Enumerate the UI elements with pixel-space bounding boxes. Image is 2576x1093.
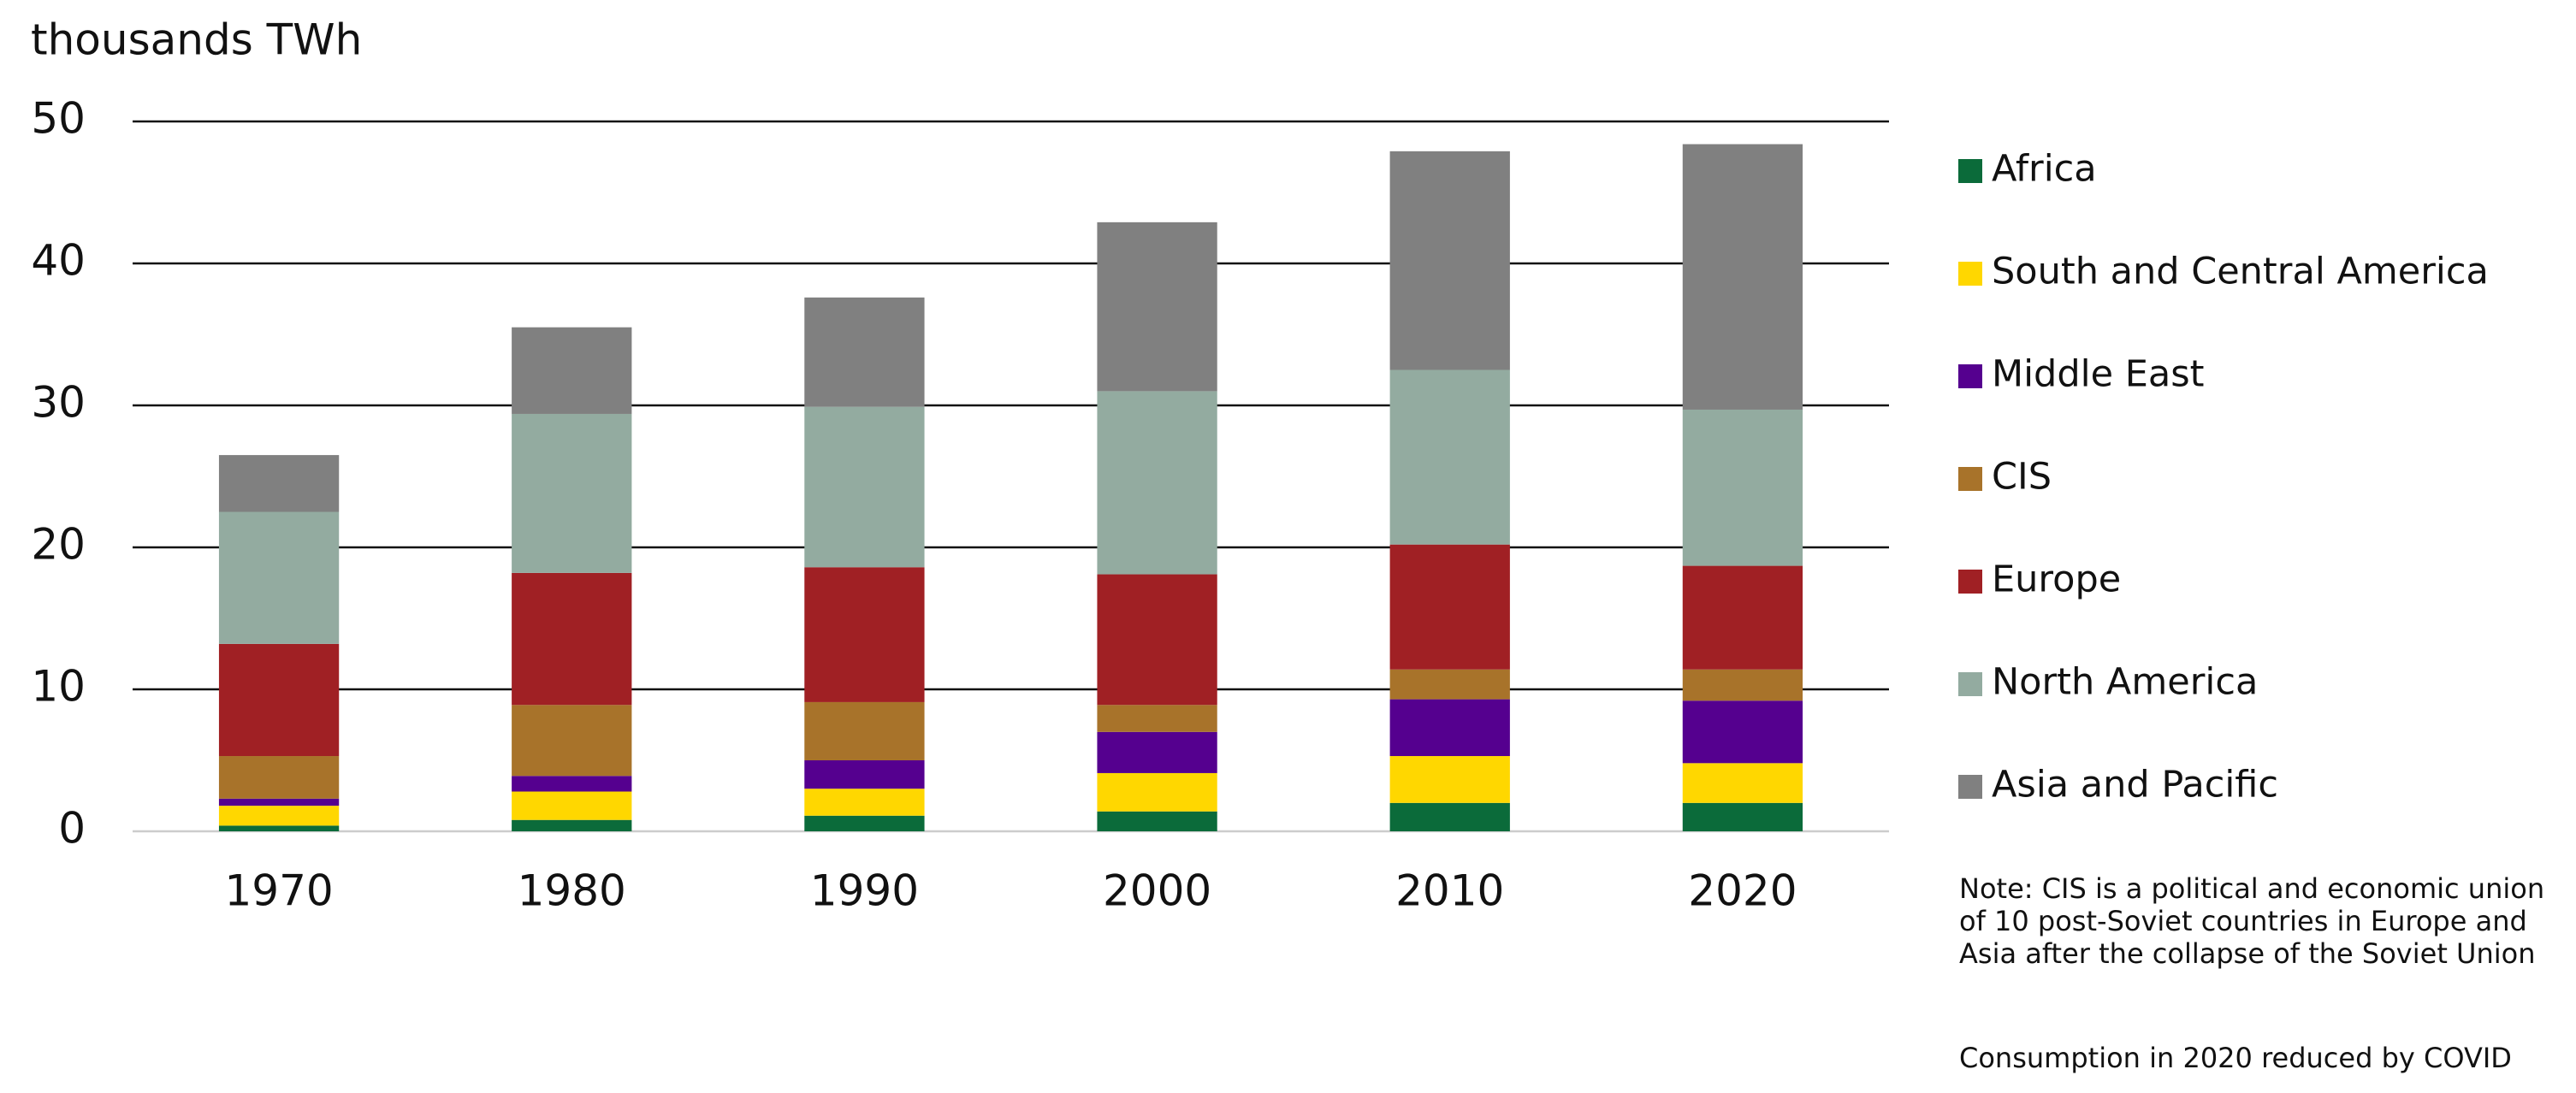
- x-tick-label: 1990: [810, 866, 919, 916]
- bar-segment: [1389, 369, 1510, 545]
- bar-segment: [1097, 222, 1217, 392]
- bar-segment: [1682, 802, 1803, 831]
- bar-segment: [512, 819, 632, 831]
- legend-label: Middle East: [1992, 353, 2205, 396]
- legend-label: North America: [1992, 661, 2258, 704]
- x-tick-label: 2010: [1395, 866, 1504, 916]
- y-axis-label: thousands TWh: [31, 15, 362, 65]
- x-tick-label: 2020: [1688, 866, 1797, 916]
- bar-segment: [1389, 544, 1510, 670]
- y-tick-label: 0: [58, 804, 86, 854]
- bar-segment: [512, 776, 632, 792]
- bar-segment: [1682, 700, 1803, 764]
- bar-segment: [1682, 763, 1803, 803]
- bar-segment: [218, 455, 340, 512]
- bar-segment: [804, 406, 925, 568]
- bar-segment: [218, 798, 340, 806]
- bar-segment: [218, 643, 340, 757]
- bar-segment: [218, 825, 340, 831]
- bar-segment: [1682, 144, 1803, 410]
- legend-swatch: [1958, 364, 1982, 388]
- legend-swatch: [1958, 672, 1982, 696]
- y-tick-label: 50: [31, 94, 86, 144]
- bar-segment: [1389, 756, 1510, 803]
- legend-swatch: [1958, 570, 1982, 594]
- y-tick-label: 20: [31, 520, 86, 570]
- bar-segment: [1682, 565, 1803, 670]
- x-tick-label: 1970: [224, 866, 333, 916]
- bar-segment: [512, 572, 632, 706]
- bar-segment: [1097, 731, 1217, 773]
- bar-segment: [1097, 391, 1217, 575]
- bar-segment: [512, 705, 632, 777]
- bar-segment: [1097, 574, 1217, 706]
- bar-segment: [804, 789, 925, 816]
- bar-segment: [512, 413, 632, 573]
- bar-segment: [1097, 772, 1217, 812]
- x-tick-label: 2000: [1103, 866, 1211, 916]
- bar-segment: [804, 567, 925, 702]
- bar-segment: [804, 815, 925, 831]
- y-tick-label: 40: [31, 236, 86, 286]
- bar-segment: [218, 511, 340, 644]
- bar-segment: [218, 806, 340, 826]
- legend-swatch: [1958, 467, 1982, 491]
- bar-segment: [512, 791, 632, 820]
- legend-label: CIS: [1992, 456, 2052, 499]
- bar-segment: [804, 701, 925, 760]
- legend-label: South and Central America: [1992, 251, 2489, 293]
- bar-segment: [804, 297, 925, 407]
- bar-segment: [1682, 669, 1803, 701]
- bar-segment: [1682, 409, 1803, 566]
- legend-label: Africa: [1992, 148, 2097, 191]
- note: Note: CIS is a political and economic un…: [1959, 872, 2545, 970]
- bar-segment: [804, 760, 925, 789]
- bar-segment: [1097, 705, 1217, 732]
- legend-label: Europe: [1992, 558, 2121, 601]
- bar-segment: [1389, 669, 1510, 700]
- legend-swatch: [1958, 262, 1982, 286]
- x-tick-label: 1980: [518, 866, 626, 916]
- bar-segment: [512, 327, 632, 414]
- legend-swatch: [1958, 159, 1982, 183]
- bar-segment: [218, 756, 340, 799]
- bar-segment: [1389, 151, 1510, 370]
- bar-segment: [1389, 699, 1510, 757]
- bar-segment: [1389, 802, 1510, 831]
- y-tick-label: 30: [31, 378, 86, 428]
- legend-swatch: [1958, 775, 1982, 799]
- y-tick-label: 10: [31, 662, 86, 712]
- legend-label: Asia and Pacific: [1992, 764, 2278, 806]
- note: Consumption in 2020 reduced by COVID: [1959, 1042, 2512, 1074]
- bar-segment: [1097, 811, 1217, 831]
